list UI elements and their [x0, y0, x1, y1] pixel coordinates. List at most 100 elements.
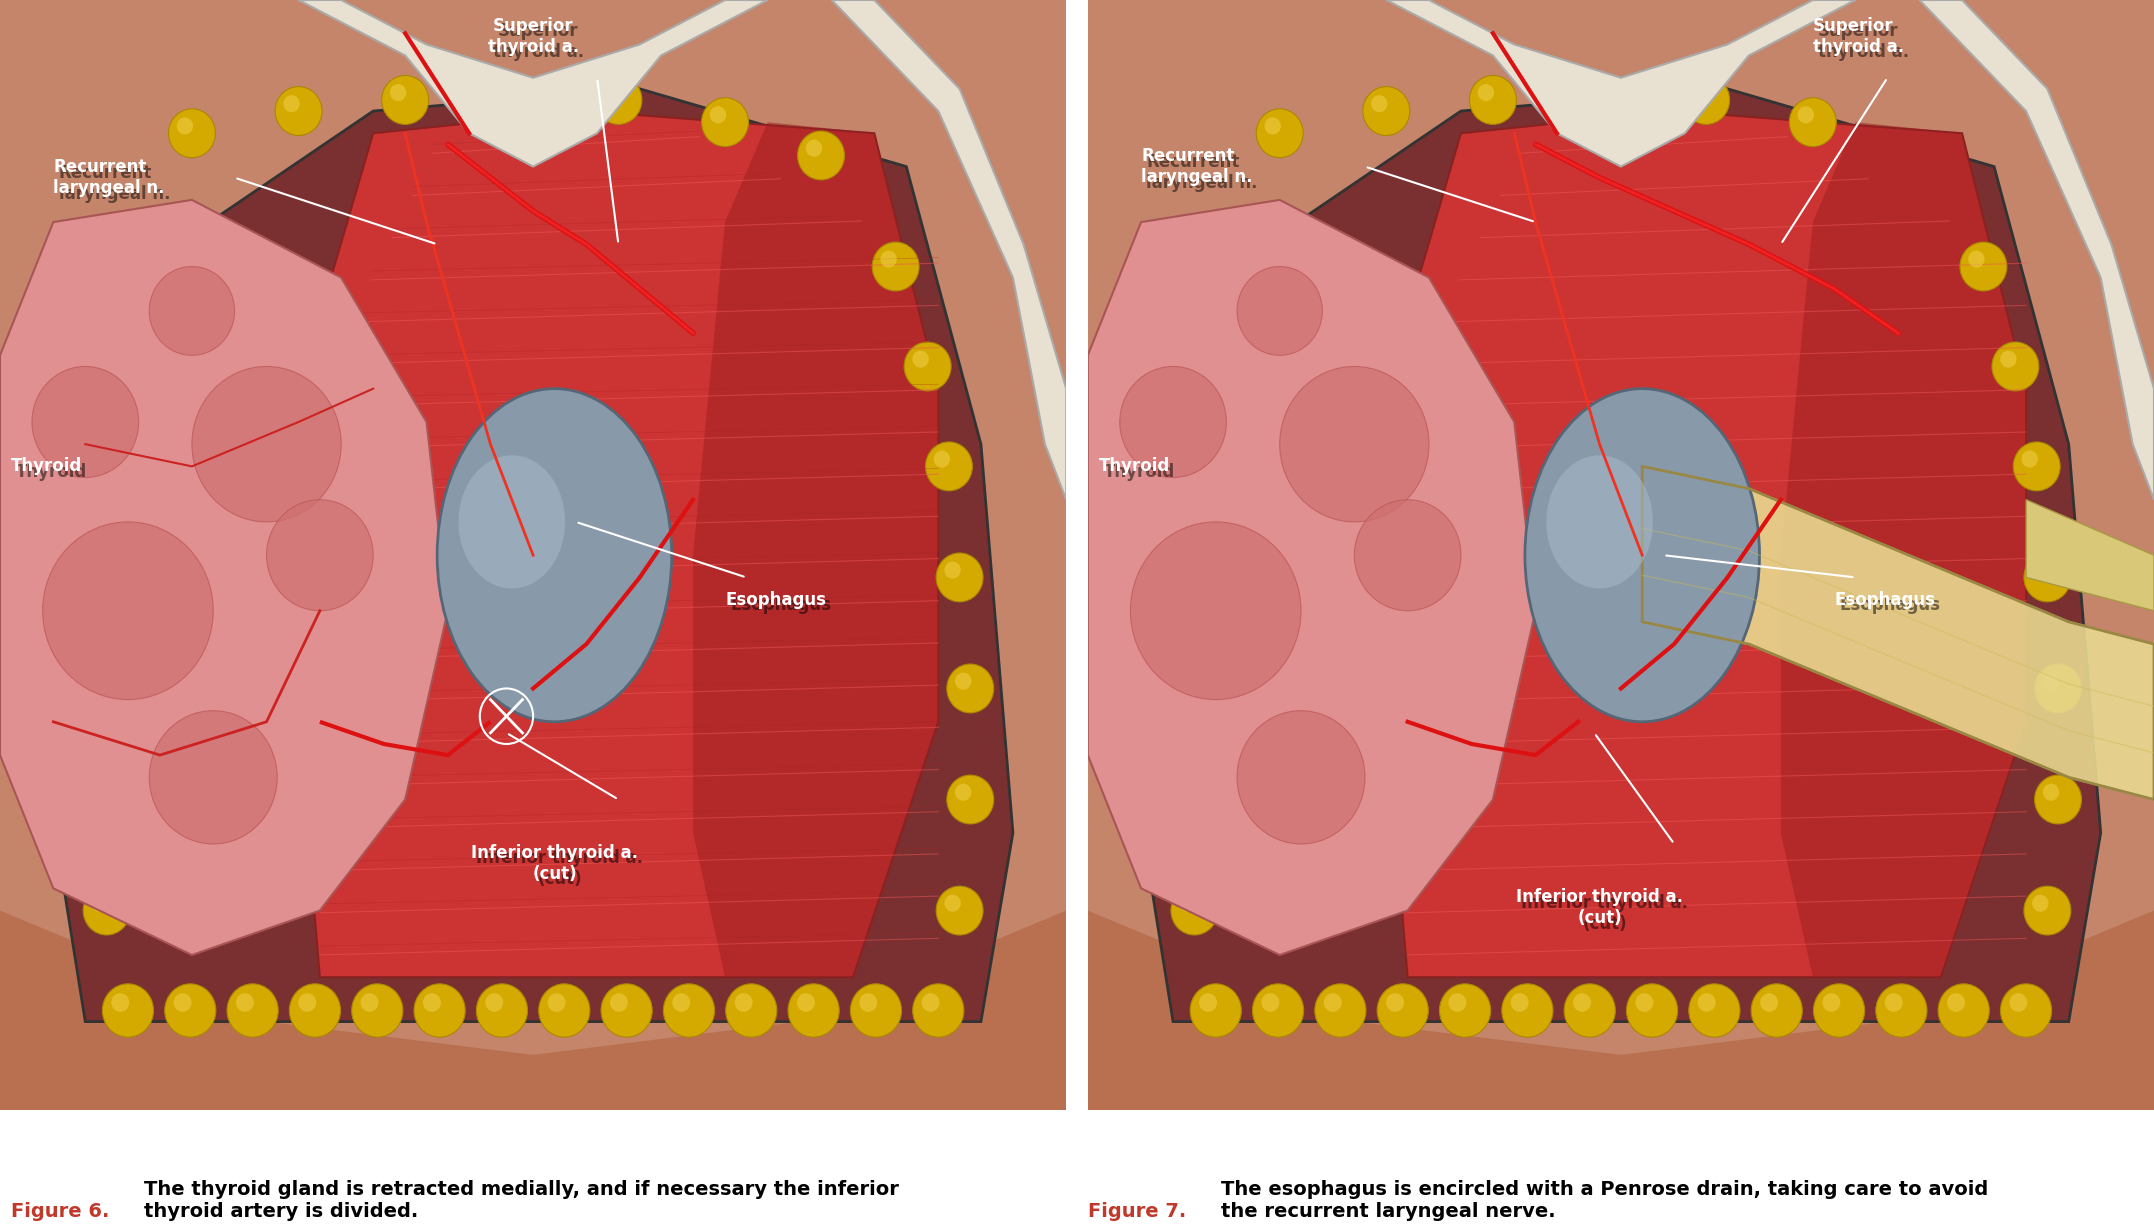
- Circle shape: [1478, 85, 1495, 101]
- Polygon shape: [54, 88, 1012, 1022]
- Circle shape: [381, 76, 429, 124]
- Circle shape: [43, 521, 213, 699]
- Circle shape: [1691, 85, 1708, 101]
- Circle shape: [177, 118, 194, 135]
- Polygon shape: [1781, 123, 2027, 977]
- Circle shape: [1167, 784, 1185, 801]
- Circle shape: [788, 984, 840, 1037]
- Text: Esophagus: Esophagus: [730, 596, 831, 615]
- Ellipse shape: [459, 455, 564, 589]
- Circle shape: [485, 993, 504, 1012]
- Circle shape: [547, 993, 567, 1012]
- Circle shape: [1183, 342, 1228, 391]
- Circle shape: [806, 140, 823, 157]
- Ellipse shape: [437, 389, 672, 721]
- Text: Recurrent
laryngeal n.: Recurrent laryngeal n.: [1146, 152, 1258, 191]
- Circle shape: [90, 450, 108, 467]
- Circle shape: [1564, 984, 1616, 1037]
- Circle shape: [603, 85, 620, 101]
- Circle shape: [84, 442, 129, 491]
- Text: Inferior thyroid a.
(cut): Inferior thyroid a. (cut): [1516, 888, 1682, 928]
- Polygon shape: [1142, 88, 2100, 1022]
- Polygon shape: [1387, 0, 1855, 167]
- Circle shape: [32, 367, 138, 477]
- Text: Inferior thyroid a.
(cut): Inferior thyroid a. (cut): [1521, 894, 1689, 933]
- Circle shape: [360, 993, 379, 1012]
- Circle shape: [881, 250, 896, 267]
- Circle shape: [1262, 993, 1279, 1012]
- Circle shape: [1447, 993, 1467, 1012]
- Circle shape: [289, 984, 340, 1037]
- Polygon shape: [299, 0, 767, 167]
- Circle shape: [1635, 993, 1654, 1012]
- Circle shape: [1236, 266, 1323, 356]
- Circle shape: [797, 993, 814, 1012]
- Ellipse shape: [1547, 455, 1652, 589]
- Circle shape: [2001, 984, 2051, 1037]
- Circle shape: [149, 266, 235, 356]
- Text: Thyroid: Thyroid: [15, 463, 88, 481]
- Circle shape: [937, 886, 982, 935]
- Circle shape: [1167, 562, 1185, 579]
- Circle shape: [1221, 261, 1239, 279]
- Circle shape: [134, 261, 151, 279]
- Circle shape: [284, 96, 299, 112]
- Circle shape: [149, 710, 278, 844]
- Text: Inferior thyroid a.
(cut): Inferior thyroid a. (cut): [472, 844, 638, 882]
- Circle shape: [103, 984, 153, 1037]
- Circle shape: [1501, 984, 1553, 1037]
- Circle shape: [498, 85, 513, 101]
- Circle shape: [1279, 367, 1428, 521]
- Text: Esophagus: Esophagus: [726, 590, 825, 609]
- Polygon shape: [1088, 0, 2154, 1110]
- Circle shape: [937, 553, 982, 602]
- Circle shape: [1822, 993, 1840, 1012]
- Circle shape: [913, 351, 928, 368]
- Circle shape: [926, 442, 971, 491]
- Circle shape: [610, 993, 629, 1012]
- Circle shape: [859, 993, 877, 1012]
- Circle shape: [1264, 118, 1282, 135]
- Polygon shape: [1641, 466, 2154, 800]
- Polygon shape: [831, 0, 1066, 499]
- Circle shape: [1325, 993, 1342, 1012]
- Circle shape: [73, 553, 118, 602]
- Circle shape: [1191, 984, 1241, 1037]
- Circle shape: [71, 672, 86, 690]
- Polygon shape: [1088, 910, 2154, 1110]
- Circle shape: [1363, 87, 1409, 135]
- Circle shape: [601, 984, 653, 1037]
- Circle shape: [702, 98, 747, 146]
- Text: Superior
thyroid a.: Superior thyroid a.: [1818, 22, 1908, 61]
- Circle shape: [905, 342, 952, 391]
- Circle shape: [101, 351, 118, 368]
- Text: Recurrent
laryngeal n.: Recurrent laryngeal n.: [58, 164, 170, 202]
- Text: Superior
thyroid a.: Superior thyroid a.: [487, 17, 579, 55]
- Circle shape: [84, 886, 129, 935]
- Circle shape: [1251, 984, 1303, 1037]
- Circle shape: [1172, 442, 1217, 491]
- Circle shape: [1159, 672, 1174, 690]
- Circle shape: [267, 499, 373, 611]
- Circle shape: [1751, 984, 1803, 1037]
- Circle shape: [943, 894, 961, 912]
- Circle shape: [2042, 672, 2059, 690]
- Circle shape: [1178, 450, 1195, 467]
- Circle shape: [1939, 984, 1990, 1037]
- Circle shape: [943, 562, 961, 579]
- Circle shape: [2001, 351, 2016, 368]
- Circle shape: [948, 664, 993, 713]
- Circle shape: [237, 993, 254, 1012]
- Circle shape: [226, 984, 278, 1037]
- Circle shape: [80, 784, 97, 801]
- Circle shape: [1760, 993, 1777, 1012]
- Circle shape: [414, 984, 465, 1037]
- Circle shape: [80, 562, 97, 579]
- Ellipse shape: [1525, 389, 1760, 721]
- Circle shape: [1120, 367, 1226, 477]
- Circle shape: [948, 775, 993, 825]
- Circle shape: [2031, 894, 2048, 912]
- Text: Figure 7.: Figure 7.: [1088, 1202, 1187, 1221]
- Polygon shape: [2027, 499, 2154, 611]
- Circle shape: [538, 984, 590, 1037]
